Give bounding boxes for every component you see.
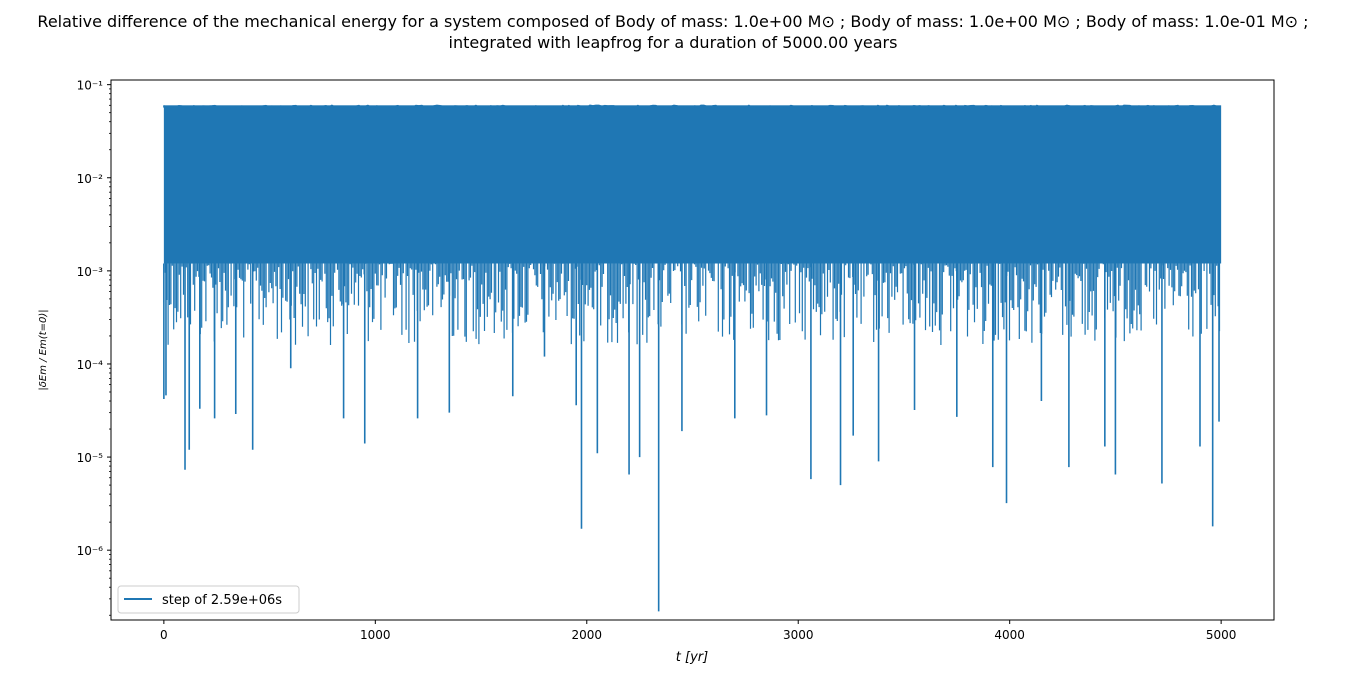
x-tick-label: 0 — [160, 628, 168, 642]
y-tick-label: 10⁻⁴ — [77, 358, 104, 372]
plot-area — [163, 104, 1222, 612]
series-upper-edge — [163, 104, 1221, 110]
y-tick-label: 10⁻² — [77, 172, 104, 186]
chart-title-line-1: Relative difference of the mechanical en… — [37, 12, 1308, 31]
y-tick-label: 10⁻¹ — [77, 79, 104, 93]
y-axis-label: |δEm / Em(t=0)| — [38, 309, 49, 390]
y-tick-label: 10⁻³ — [77, 265, 104, 279]
x-tick-label: 1000 — [360, 628, 391, 642]
x-tick-label: 5000 — [1206, 628, 1237, 642]
x-tick-label: 4000 — [994, 628, 1025, 642]
legend-label: step of 2.59e+06s — [162, 593, 282, 608]
chart-title-line-2: integrated with leapfrog for a duration … — [449, 33, 898, 52]
x-axis-label: t [yr] — [676, 650, 708, 665]
legend-box — [117, 585, 300, 614]
y-tick-label: 10⁻⁶ — [77, 544, 104, 558]
axes-frame — [110, 79, 1275, 621]
y-axis-ticks: 10⁻⁶ 10⁻⁵ 10⁻⁴ 10⁻³ 10⁻² 10⁻¹ — [77, 79, 111, 616]
legend: step of 2.59e+06s — [117, 585, 300, 614]
series-dips — [163, 261, 1221, 345]
x-tick-label: 2000 — [571, 628, 602, 642]
x-axis-ticks: 0 1000 2000 3000 4000 5000 — [160, 620, 1236, 642]
series-dense-band — [163, 105, 1222, 264]
y-tick-label: 10⁻⁵ — [77, 451, 104, 465]
x-tick-label: 3000 — [783, 628, 814, 642]
